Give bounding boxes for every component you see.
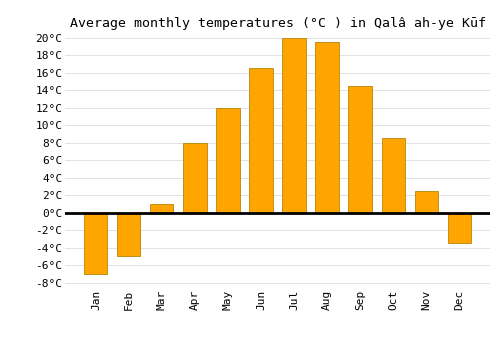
Bar <box>348 86 372 212</box>
Bar <box>282 38 306 212</box>
Title: Average monthly temperatures (°C ) in Qalâ ah-ye Kūf: Average monthly temperatures (°C ) in Qa… <box>70 17 486 30</box>
Bar <box>448 212 470 243</box>
Bar <box>250 68 272 212</box>
Bar <box>414 191 438 212</box>
Bar <box>184 143 206 212</box>
Bar <box>216 108 240 212</box>
Bar <box>150 204 174 212</box>
Bar <box>382 138 404 212</box>
Bar <box>118 212 141 256</box>
Bar <box>84 212 108 274</box>
Bar <box>316 42 338 212</box>
